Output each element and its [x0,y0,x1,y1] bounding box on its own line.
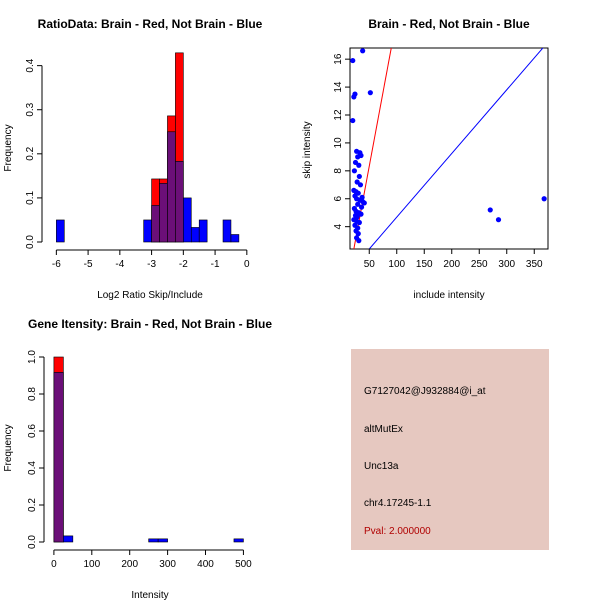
not-brain-histogram-bar [190,227,200,243]
event-type-text: altMutEx [364,424,403,435]
not-brain-histogram-bar [56,219,65,243]
scatter-point [352,91,358,97]
scatter-plot-frame [349,47,549,250]
y-tick-label: 0.0 [27,535,38,549]
x-tick-label: 300 [498,259,515,270]
scatter-point [358,152,364,159]
probe-info-panel: G7127042@J932884@i_at altMutEx Unc13a ch… [351,349,549,550]
x-tick-label: 200 [443,259,460,270]
x-tick-label: 250 [471,259,488,270]
not-brain-histogram-bar [183,197,192,243]
x-tick-label: -5 [84,259,93,270]
overlap-histogram-bar [167,131,176,243]
x-tick-label: 0 [51,559,57,570]
y-tick-label: 0.3 [25,102,36,116]
scatter-point [351,168,357,174]
x-tick-label: 350 [526,259,543,270]
scatter-x-axis-label: include intensity [413,290,484,301]
x-tick-label: -3 [147,259,156,270]
overlap-histogram-bar [175,161,184,243]
scatter-point [356,173,362,180]
ratio-chart-title: RatioData: Brain - Red, Not Brain - Blue [38,17,263,31]
intensity-x-axis-label: Intensity [131,590,168,600]
ratio-y-axis-label: Frequency [3,124,14,171]
overlap-histogram-bar [53,372,64,543]
brain-fit-line [353,48,392,249]
y-tick-label: 1.0 [27,350,38,364]
x-tick-label: 150 [416,259,433,270]
x-tick-label: -2 [179,259,188,270]
y-tick-label: 0.6 [27,424,38,438]
scatter-point [359,194,365,200]
not-brain-histogram-bar [157,538,168,543]
y-tick-label: 0.4 [25,58,36,72]
scatter-y-axis-label: skip intensity [302,121,313,178]
not-brain-histogram-bar [63,535,74,543]
intensity-chart-title: Gene Itensity: Brain - Red, Not Brain - … [28,317,272,331]
intensity-histogram: Gene Itensity: Brain - Red, Not Brain - … [3,317,272,600]
intensity-y-axis-label: Frequency [3,424,14,471]
scatter-point [361,200,367,206]
not-brain-histogram-bar [148,538,159,543]
probe-id-text: G7127042@J932884@i_at [364,386,486,397]
y-tick-label: 0.1 [25,191,36,205]
x-tick-label: 50 [364,259,376,270]
x-tick-label: -1 [211,259,220,270]
scatter-point [487,207,493,213]
not-brain-fit-line [368,48,544,249]
x-tick-label: 200 [121,559,138,570]
not-brain-histogram-bar [230,234,240,243]
y-tick-label: 0.4 [27,461,38,475]
scatter-point [356,238,362,244]
y-tick-label: 0.2 [27,498,38,512]
y-tick-label: 6 [333,196,344,202]
x-tick-label: 100 [83,559,100,570]
x-tick-label: 100 [388,259,405,270]
intensity-scatter: Brain - Red, Not Brain - Blue include in… [302,17,549,301]
scatter-point [495,217,502,223]
y-tick-label: 0.0 [25,235,36,249]
scatter-point [541,196,547,202]
ratio-x-axis-label: Log2 Ratio Skip/Include [97,290,203,301]
y-tick-label: 12 [333,109,344,121]
overlap-histogram-bar [151,205,160,243]
scatter-point [360,48,366,54]
not-brain-histogram-bar [222,219,232,243]
scatter-point [358,211,364,217]
location-text: chr4.17245-1.1 [364,498,432,509]
x-tick-label: 500 [235,559,252,570]
y-tick-label: 4 [333,223,344,229]
not-brain-histogram-bar [233,538,244,543]
gene-name-text: Unc13a [364,461,399,472]
scatter-point [350,117,356,124]
y-tick-label: 0.2 [25,146,36,160]
scatter-point [367,90,373,96]
scatter-point [350,57,356,64]
x-tick-label: 0 [244,259,250,270]
y-tick-label: 8 [333,168,344,174]
scatter-point [355,231,361,237]
not-brain-histogram-bar [198,219,208,243]
y-tick-label: 16 [333,53,344,65]
x-tick-label: -6 [52,259,61,270]
not-brain-histogram-bar [143,219,152,243]
scatter-chart-title: Brain - Red, Not Brain - Blue [368,17,530,31]
y-tick-label: 0.8 [27,387,38,401]
scatter-point [357,182,364,188]
scatter-point [356,219,362,226]
y-tick-label: 10 [333,137,344,149]
x-tick-label: 400 [197,559,214,570]
scatter-point [358,204,365,210]
overlap-histogram-bar [159,183,168,243]
scatter-point [355,201,361,207]
pval-text: Pval: 2.000000 [364,526,431,537]
x-tick-label: 300 [159,559,176,570]
x-tick-label: -4 [115,259,124,270]
y-tick-label: 14 [333,81,344,93]
scatter-point [356,162,362,168]
ratio-histogram: RatioData: Brain - Red, Not Brain - Blue… [3,17,263,301]
